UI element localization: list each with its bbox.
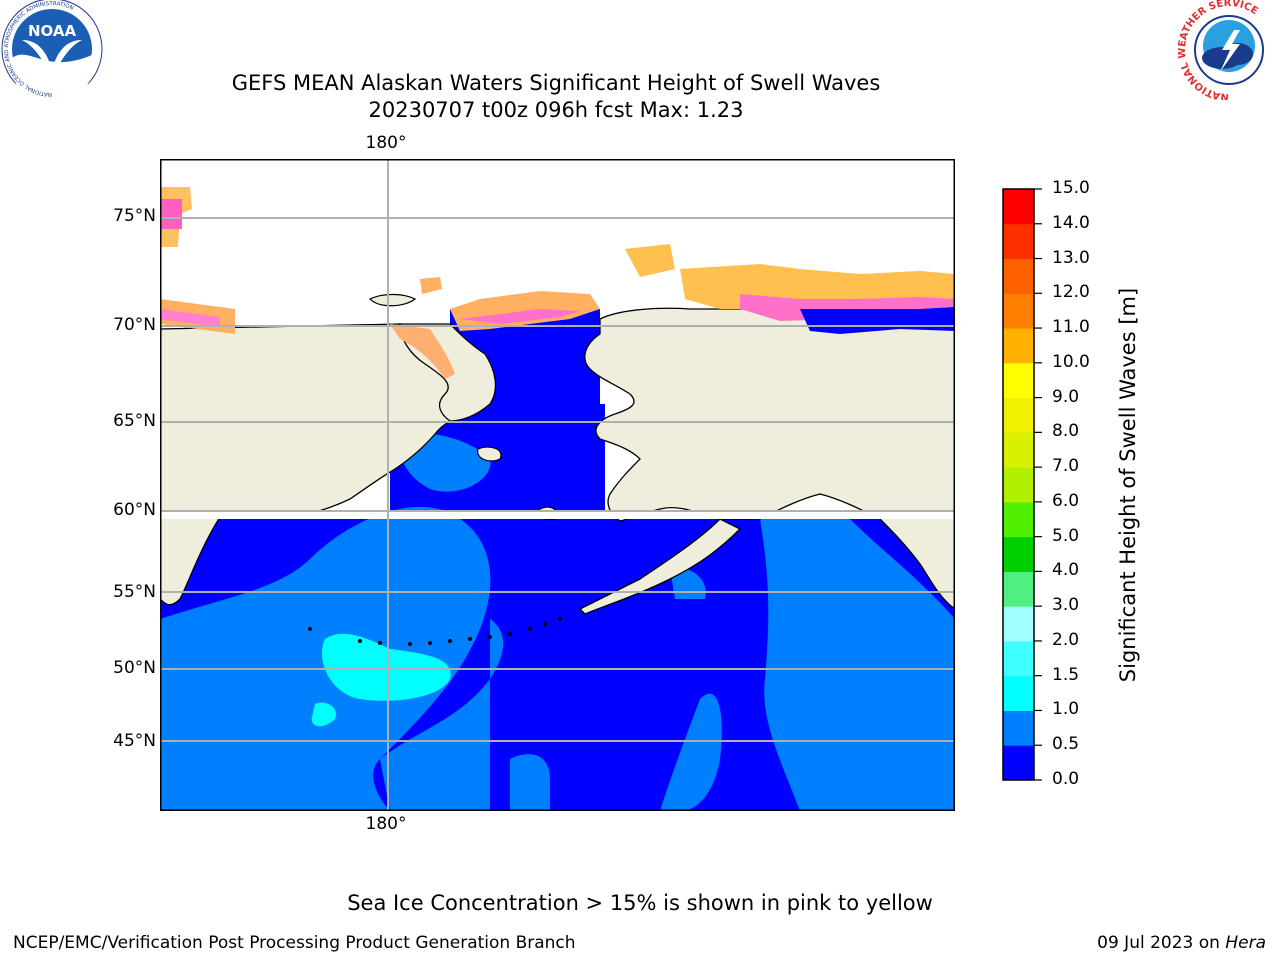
swell-max-region xyxy=(321,633,451,701)
colorbar-segment xyxy=(1003,571,1034,607)
lat-label-60: 60°N xyxy=(113,500,156,520)
colorbar-title: Significant Height of Swell Waves [m] xyxy=(1116,287,1140,683)
colorbar-tick-label: 7.0 xyxy=(1052,456,1080,477)
credit-branch: NCEP/EMC/Verification Post Processing Pr… xyxy=(13,933,576,953)
chart-title: GEFS MEAN Alaskan Waters Significant Hei… xyxy=(231,71,881,95)
colorbar-tick-label: 3.0 xyxy=(1052,595,1080,616)
wrangel-island xyxy=(368,293,417,307)
colorbar-tick-label: 9.0 xyxy=(1052,386,1080,407)
colorbar-segment xyxy=(1003,362,1034,399)
colorbar-tick-label: 6.0 xyxy=(1052,490,1080,511)
credit-machine: Hera xyxy=(1225,933,1266,953)
colorbar-segment xyxy=(1003,258,1034,294)
lat-label-45: 45°N xyxy=(113,731,156,751)
colorbar-segment xyxy=(1003,606,1034,642)
colorbar-segment xyxy=(1003,328,1034,364)
colorbar-tick-label: 11.0 xyxy=(1052,317,1090,338)
colorbar-segment xyxy=(1003,467,1034,503)
colorbar-tick-label: 0.0 xyxy=(1052,769,1080,789)
colorbar-segment xyxy=(1003,293,1034,329)
colorbar-tick-label: 15.0 xyxy=(1052,178,1090,198)
colorbar-segment xyxy=(1003,745,1034,781)
credit-date: 09 Jul 2023 on Hera xyxy=(1097,933,1266,953)
colorbar-segment xyxy=(1003,675,1034,711)
colorbar-tick-label: 8.0 xyxy=(1052,421,1080,442)
colorbar-tick-label: 5.0 xyxy=(1052,525,1080,546)
aleutian-islands xyxy=(308,617,562,646)
lat-label-55: 55°N xyxy=(113,582,156,602)
swell-region-south xyxy=(660,693,722,811)
graticule xyxy=(160,159,955,811)
colorbar-segment xyxy=(1003,432,1034,468)
nws-logo: NATIONAL WEATHER SERVICE xyxy=(1178,0,1278,100)
kamchatka-land xyxy=(160,516,222,606)
map-frame xyxy=(160,159,955,811)
colorbar-tick-label: 10.0 xyxy=(1052,351,1090,372)
colorbar xyxy=(1002,188,1042,781)
map-panel xyxy=(160,159,955,811)
alaska-peninsula xyxy=(578,518,742,615)
colorbar-tick-label: 2.0 xyxy=(1052,629,1080,650)
colorbar-segment xyxy=(1003,640,1034,677)
colorbar-segment xyxy=(1003,223,1034,260)
colorbar-segment xyxy=(1003,397,1034,433)
colorbar-tick-label: 1.0 xyxy=(1052,699,1080,720)
colorbar-tick-label: 14.0 xyxy=(1052,212,1090,233)
colorbar-segment xyxy=(1003,536,1034,572)
colorbar-segment xyxy=(1003,501,1034,538)
lon-label-bottom: 180° xyxy=(365,814,407,834)
noaa-logo: NOAA NATIONAL OCEANIC AND ATMOSPHERIC AD… xyxy=(1,0,103,100)
colorbar-tick-label: 4.0 xyxy=(1052,560,1080,581)
sea-ice-band xyxy=(160,187,955,379)
colorbar-tick-label: 13.0 xyxy=(1052,247,1090,268)
colorbar-segment xyxy=(1003,189,1034,225)
colorbar-segment xyxy=(1003,710,1034,746)
colorbar-tick-label: 12.0 xyxy=(1052,282,1090,303)
chart-subtitle: 20230707 t00z 096h fcst Max: 1.23 xyxy=(368,98,744,122)
sea-ice-note: Sea Ice Concentration > 15% is shown in … xyxy=(347,891,933,915)
lat-label-70: 70°N xyxy=(113,315,156,335)
lat-label-65: 65°N xyxy=(113,411,156,431)
colorbar-tick-label: 1.5 xyxy=(1052,664,1080,685)
lon-label-top: 180° xyxy=(365,133,407,153)
noaa-wordmark: NOAA xyxy=(28,22,77,40)
lat-label-75: 75°N xyxy=(113,206,156,226)
colorbar-tick-label: 0.5 xyxy=(1052,734,1080,755)
lat-label-50: 50°N xyxy=(113,658,156,678)
